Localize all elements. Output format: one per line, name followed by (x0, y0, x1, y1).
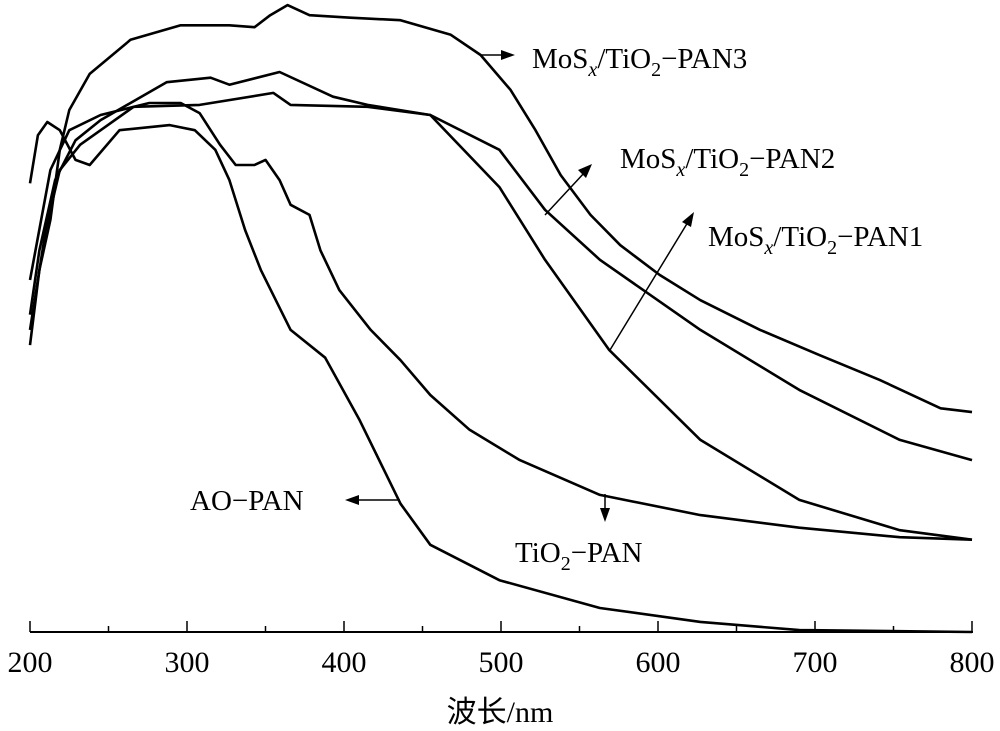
x-tick-label: 200 (8, 646, 53, 679)
annotation-tio2-pan: TiO2−PAN (515, 494, 642, 575)
annotation-pan2: MoSx/TiO2−PAN2 (544, 143, 835, 216)
x-tick-label: 600 (636, 646, 681, 679)
x-axis-ticks: 200 300 400 500 600 700 800 (8, 621, 995, 679)
annotation-ao-pan: AO−PAN (190, 485, 400, 517)
x-tick-label: 400 (322, 646, 367, 679)
x-tick-label: 700 (793, 646, 838, 679)
svg-text:TiO2−PAN: TiO2−PAN (515, 537, 642, 575)
series-line-tio2-pan (28, 101, 973, 541)
series-line-mosx-tio2-pan3 (28, 3, 973, 414)
series-line-mosx-tio2-pan2 (28, 70, 973, 462)
series-line-ao-pan (28, 120, 973, 634)
x-tick-label: 500 (479, 646, 524, 679)
svg-text:MoSx/TiO2−PAN3: MoSx/TiO2−PAN3 (532, 43, 747, 81)
series-line-mosx-tio2-pan1 (28, 91, 973, 541)
x-tick-label: 800 (950, 646, 995, 679)
x-tick-label: 300 (165, 646, 210, 679)
svg-text:AO−PAN: AO−PAN (190, 485, 304, 517)
annotation-pan1: MoSx/TiO2−PAN1 (609, 212, 923, 351)
annotation-pan3: MoSx/TiO2−PAN3 (480, 43, 747, 81)
curves (28, 3, 973, 634)
x-axis-label: 波长/nm (447, 696, 554, 729)
svg-text:MoSx/TiO2−PAN2: MoSx/TiO2−PAN2 (620, 143, 835, 181)
svg-text:MoSx/TiO2−PAN1: MoSx/TiO2−PAN1 (708, 221, 923, 259)
